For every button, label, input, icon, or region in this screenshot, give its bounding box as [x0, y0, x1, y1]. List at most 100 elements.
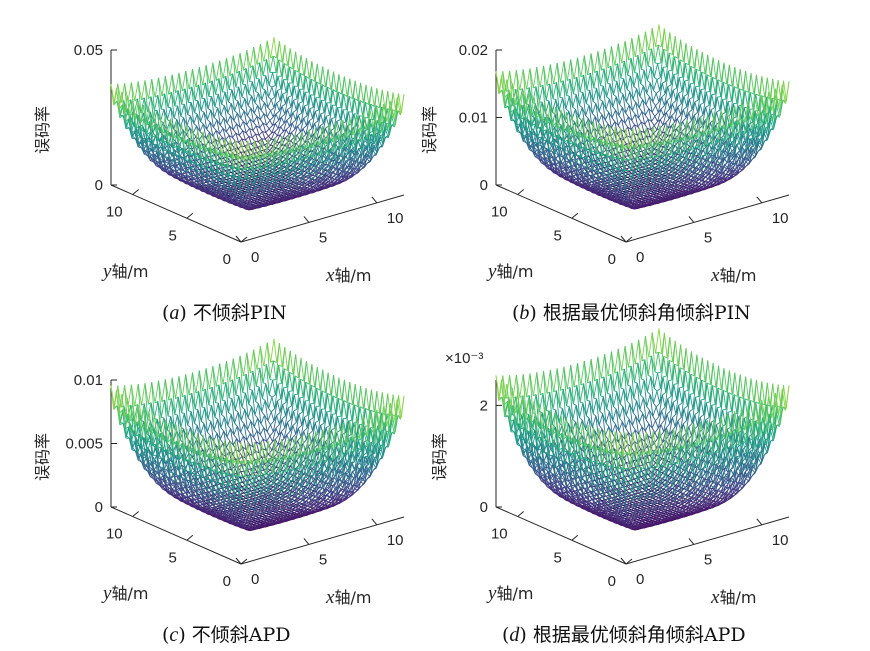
mesh-line [657, 62, 662, 64]
mesh-line [269, 120, 273, 126]
mesh-line [619, 78, 625, 93]
mesh-line [270, 107, 275, 112]
mesh-line [310, 78, 315, 82]
mesh-line [253, 116, 258, 123]
mesh-line [277, 88, 281, 91]
y-axis-var: y [101, 261, 112, 282]
mesh-line [257, 105, 261, 120]
mesh-line [668, 70, 672, 85]
mesh-line [325, 125, 330, 129]
mesh-line [295, 89, 301, 111]
mesh-line [239, 52, 244, 85]
mesh-line [655, 105, 659, 113]
mesh-line [196, 114, 201, 132]
mesh-line [238, 87, 242, 109]
mesh-line [297, 54, 302, 87]
mesh-line [181, 88, 186, 105]
mesh-line [278, 93, 284, 112]
mesh-line [638, 99, 644, 108]
mesh-line [265, 128, 270, 133]
mesh-line [672, 87, 677, 91]
mesh-line [644, 108, 650, 116]
mesh-line [316, 63, 321, 85]
mesh-line [274, 76, 279, 98]
mesh-line [200, 112, 205, 122]
mesh-line [263, 40, 268, 62]
mesh-line [226, 125, 231, 133]
mesh-line [232, 132, 237, 138]
mesh-line [638, 107, 643, 112]
mesh-line [165, 162, 169, 167]
mesh-line [164, 93, 168, 120]
mesh-line [289, 100, 295, 118]
mesh-line [276, 102, 280, 112]
mesh-line [289, 66, 293, 84]
mesh-line [238, 138, 243, 143]
mesh-line [220, 115, 225, 119]
mesh-line [300, 105, 305, 124]
mesh-line [241, 96, 245, 99]
mesh-line [161, 76, 166, 96]
mesh-line [669, 32, 673, 55]
mesh-line [304, 105, 308, 116]
mesh-line [661, 93, 666, 98]
mesh-line [255, 133, 259, 142]
mesh-line [674, 36, 679, 59]
mesh-line [187, 114, 191, 117]
mesh-line [260, 110, 265, 114]
mesh-line [316, 81, 321, 85]
mesh-line [293, 98, 298, 101]
mesh-line [262, 123, 267, 133]
mesh-line [272, 113, 277, 126]
mesh-line [141, 80, 146, 100]
mesh-line [316, 113, 322, 131]
mesh-line [645, 96, 650, 106]
mesh-line [303, 117, 307, 126]
mesh-line [268, 132, 273, 137]
mesh-line [313, 63, 318, 96]
mesh-line [696, 49, 701, 72]
mesh-line [303, 148, 308, 156]
mesh-line [246, 118, 251, 126]
mesh-line [276, 126, 282, 137]
mesh-line [625, 91, 631, 103]
mesh-line [211, 80, 216, 107]
mesh-line [252, 130, 256, 135]
mesh-line [658, 24, 663, 47]
mesh-line [226, 58, 230, 90]
mesh-line [201, 150, 205, 154]
mesh-line [193, 123, 197, 127]
mesh-line [291, 128, 296, 133]
mesh-line [262, 59, 267, 76]
mesh-line [337, 107, 341, 120]
mesh-line [283, 109, 288, 124]
mesh-line [271, 85, 276, 88]
mesh-line [321, 84, 326, 101]
mesh-line [274, 123, 279, 129]
mesh-line [651, 111, 656, 117]
mesh-line [276, 134, 281, 143]
mesh-line [340, 76, 345, 108]
mesh-line [242, 68, 247, 85]
y-tick [132, 189, 139, 195]
mesh-line [184, 88, 189, 115]
mesh-line [158, 77, 162, 110]
mesh-line [195, 67, 200, 88]
mesh-line [251, 95, 255, 114]
mesh-line [333, 107, 339, 129]
mesh-line [147, 79, 153, 99]
mesh-line [219, 124, 224, 129]
mesh-line [221, 103, 225, 107]
mesh-line [273, 90, 278, 108]
mesh-line [223, 105, 228, 124]
mesh-line [277, 117, 282, 129]
mesh-line [294, 70, 299, 87]
mesh-line [359, 100, 364, 104]
mesh-line [154, 95, 159, 111]
mesh-line [242, 50, 248, 71]
mesh-line [680, 39, 684, 62]
mesh-line [181, 173, 186, 177]
mesh-line [233, 120, 237, 125]
mesh-line [134, 81, 139, 101]
mesh-line [632, 88, 637, 100]
